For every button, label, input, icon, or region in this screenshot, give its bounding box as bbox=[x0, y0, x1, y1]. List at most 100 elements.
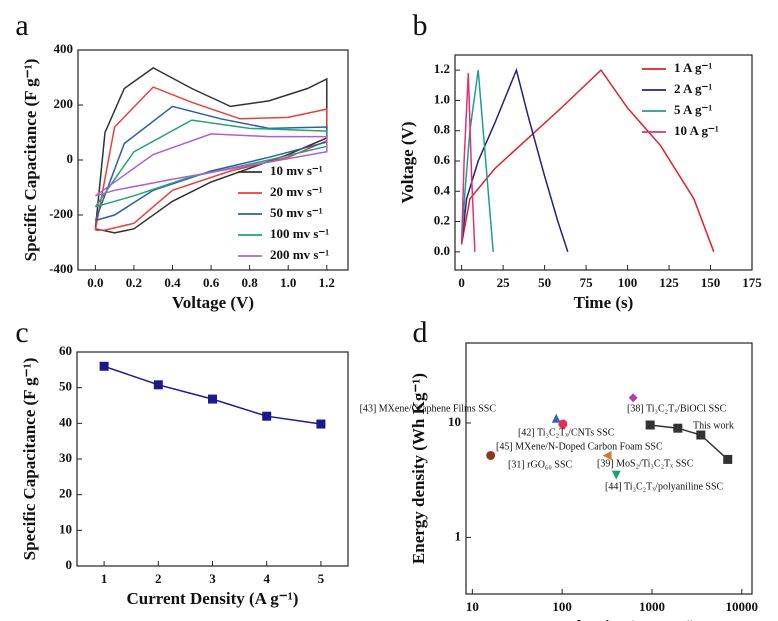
plot-frame bbox=[465, 342, 753, 595]
legend-label: 10 A g⁻¹ bbox=[674, 123, 719, 138]
marker bbox=[208, 394, 217, 404]
y-tick-label: 20 bbox=[59, 486, 72, 501]
y-tick-label: 0.8 bbox=[434, 122, 451, 137]
panel-label: b bbox=[413, 9, 428, 42]
legend-label: 50 mv s⁻¹ bbox=[270, 205, 323, 220]
y-tick-label: 30 bbox=[59, 450, 72, 465]
panel-label: a bbox=[15, 9, 28, 42]
point-label: [43] MXene/Graphene Films SSC bbox=[360, 403, 497, 414]
legend-label: 2 A g⁻¹ bbox=[674, 81, 712, 96]
y-tick-label: 1.2 bbox=[434, 61, 450, 76]
x-axis-label: Current Density (A g⁻¹) bbox=[127, 589, 299, 608]
marker bbox=[486, 450, 496, 460]
series-line bbox=[460, 67, 569, 253]
y-tick-label: 0.2 bbox=[434, 213, 450, 228]
y-tick-label: 0.4 bbox=[434, 182, 451, 197]
y-tick-label: 1.0 bbox=[434, 91, 450, 106]
x-tick-label: 0 bbox=[458, 275, 465, 290]
panel-label: d bbox=[413, 316, 428, 349]
x-tick-label: 10 bbox=[466, 599, 479, 614]
x-tick-label: 175 bbox=[742, 275, 762, 290]
point-label: [31] rGO₆₀ SSC bbox=[508, 459, 573, 470]
annotation: [45] MXene/N-Doped Carbon Foam SSC bbox=[496, 441, 663, 452]
legend-label: 5 A g⁻¹ bbox=[674, 102, 712, 117]
legend-label: 100 mv s⁻¹ bbox=[270, 226, 329, 241]
marker bbox=[673, 423, 683, 433]
marker bbox=[558, 419, 568, 429]
legend-label: 200 mv s⁻¹ bbox=[270, 247, 329, 262]
y-tick-label: -400 bbox=[49, 261, 73, 276]
y-tick-label: 10 bbox=[59, 521, 72, 536]
x-tick-label: 0.8 bbox=[242, 275, 259, 290]
y-tick-label: 0 bbox=[66, 557, 73, 572]
series-line bbox=[94, 133, 328, 197]
y-tick-label: -200 bbox=[49, 206, 73, 221]
y-axis-label: Energy density (Wh Kg⁻¹) bbox=[409, 373, 428, 564]
y-axis-label: Specific Capacitance (F g⁻¹) bbox=[20, 358, 39, 561]
plot-frame bbox=[76, 351, 349, 567]
y-tick-label: 1 bbox=[455, 528, 462, 543]
x-tick-label: 100 bbox=[552, 599, 572, 614]
x-tick-label: 1.2 bbox=[319, 275, 335, 290]
marker bbox=[628, 393, 638, 403]
series-line bbox=[94, 67, 328, 234]
x-tick-label: 150 bbox=[701, 275, 721, 290]
y-tick-label: 40 bbox=[59, 414, 72, 429]
marker bbox=[602, 450, 612, 460]
y-tick-label: 0.0 bbox=[434, 243, 450, 258]
x-tick-label: 5 bbox=[318, 571, 325, 586]
x-tick-label: 2 bbox=[155, 571, 162, 586]
marker bbox=[153, 380, 163, 390]
y-tick-label: 50 bbox=[59, 379, 72, 394]
x-axis-label: Time (s) bbox=[574, 293, 634, 312]
point-label: [44] Ti₃C₂Tₓ/polyaniline SSC bbox=[605, 481, 724, 492]
point-label: This work bbox=[693, 420, 734, 431]
x-axis-label: Voltage (V) bbox=[172, 293, 254, 312]
x-tick-label: 0.4 bbox=[164, 275, 181, 290]
marker bbox=[316, 419, 326, 429]
x-tick-label: 4 bbox=[263, 571, 270, 586]
marker bbox=[551, 413, 561, 423]
plot-frame bbox=[454, 54, 753, 271]
series-line bbox=[460, 69, 494, 252]
y-axis-label: Voltage (V) bbox=[398, 122, 417, 204]
x-tick-label: 75 bbox=[580, 275, 594, 290]
y-tick-label: 400 bbox=[54, 41, 74, 56]
marker bbox=[696, 430, 706, 440]
y-tick-label: 10 bbox=[448, 414, 461, 429]
y-axis-label: Specific Capacitance (F g⁻¹) bbox=[21, 59, 40, 262]
x-axis-label: Power density (W Kg⁻¹) bbox=[522, 617, 696, 621]
marker bbox=[611, 470, 621, 480]
x-tick-label: 25 bbox=[497, 275, 511, 290]
y-tick-label: 0 bbox=[67, 151, 74, 166]
x-tick-label: 10000 bbox=[726, 599, 759, 614]
series-line bbox=[94, 86, 328, 231]
y-tick-label: 0.6 bbox=[434, 152, 451, 167]
x-tick-label: 0.6 bbox=[203, 275, 220, 290]
marker bbox=[645, 420, 655, 430]
marker bbox=[723, 454, 733, 464]
x-tick-label: 1000 bbox=[639, 599, 665, 614]
x-tick-label: 50 bbox=[538, 275, 551, 290]
legend-label: 1 A g⁻¹ bbox=[674, 60, 712, 75]
x-tick-label: 1 bbox=[101, 571, 108, 586]
y-tick-label: 200 bbox=[54, 96, 74, 111]
y-tick-label: 60 bbox=[59, 343, 72, 358]
x-tick-label: 0.2 bbox=[126, 275, 142, 290]
series-line bbox=[460, 68, 715, 253]
legend-label: 10 mv s⁻¹ bbox=[270, 163, 323, 178]
x-tick-label: 0.0 bbox=[87, 275, 103, 290]
panel-label: c bbox=[15, 316, 28, 349]
x-tick-label: 125 bbox=[659, 275, 679, 290]
point-label: [39] MoS₂/Ti₃C₂Tₓ SSC bbox=[597, 458, 694, 469]
series-line bbox=[650, 424, 729, 460]
x-tick-label: 3 bbox=[209, 571, 216, 586]
marker bbox=[99, 361, 109, 371]
series-line bbox=[460, 73, 476, 252]
x-tick-label: 1.0 bbox=[280, 275, 296, 290]
legend-label: 20 mv s⁻¹ bbox=[270, 184, 323, 199]
x-tick-label: 100 bbox=[618, 275, 638, 290]
marker bbox=[262, 411, 272, 421]
point-label: [42] Ti₃C₂Tₓ/CNTs SSC bbox=[518, 427, 615, 438]
